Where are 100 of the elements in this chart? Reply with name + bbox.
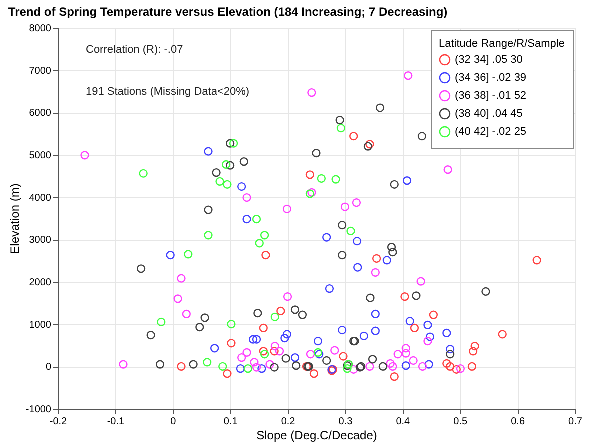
x-tick-label: 0.7 [568, 416, 583, 428]
y-tick-label: 4000 [29, 192, 52, 204]
point [283, 292, 292, 302]
point [338, 220, 347, 230]
point [229, 139, 238, 148]
x-tick-label: -0.2 [50, 416, 68, 428]
x-tick-label: -0.1 [107, 416, 125, 428]
point [189, 360, 198, 369]
point [446, 362, 455, 371]
y-tick-label: 7000 [29, 66, 52, 77]
x-tick-label: 0.4 [396, 416, 411, 428]
point [258, 364, 266, 374]
point [242, 348, 252, 357]
point [390, 372, 399, 382]
point [196, 322, 204, 332]
point [532, 256, 542, 265]
point [402, 362, 410, 370]
point [388, 362, 398, 371]
point [139, 169, 148, 178]
point [166, 251, 175, 260]
x-tick-label: 0.5 [454, 416, 468, 428]
point [204, 206, 213, 214]
point [452, 365, 461, 374]
point [354, 263, 362, 272]
point [157, 318, 166, 327]
point [242, 215, 252, 224]
x-tick-label: 0.6 [511, 416, 526, 428]
legend-label: (36 38] -.01 52 [455, 90, 527, 102]
point [446, 350, 455, 359]
point [282, 330, 292, 339]
legend-label: (38 40] .04 45 [455, 108, 523, 120]
point [260, 231, 270, 240]
point [372, 254, 382, 264]
point [340, 202, 350, 212]
y-tick-label: 5000 [29, 150, 52, 162]
point [250, 358, 259, 367]
point [350, 365, 358, 374]
point [270, 342, 280, 351]
point [352, 198, 362, 208]
point [400, 292, 410, 302]
point [468, 362, 476, 371]
point [442, 359, 452, 368]
point [242, 193, 252, 202]
point [282, 204, 292, 214]
point [412, 292, 421, 300]
point [424, 336, 432, 346]
point [218, 362, 228, 371]
point [252, 215, 262, 224]
x-tick-label: 0 [170, 416, 177, 428]
point [210, 344, 220, 353]
point [236, 364, 245, 374]
point [226, 161, 235, 170]
point [402, 344, 410, 353]
point [336, 124, 346, 133]
point [371, 326, 380, 336]
point [136, 264, 146, 274]
point [330, 346, 340, 355]
point [314, 336, 323, 346]
point [394, 350, 402, 359]
point [252, 335, 262, 344]
point [376, 104, 385, 112]
point [404, 72, 413, 80]
point [456, 364, 465, 374]
point [270, 347, 279, 356]
point [442, 328, 452, 338]
point [317, 174, 326, 184]
point [312, 149, 321, 158]
point [280, 334, 290, 343]
y-tick-label: 8000 [29, 24, 52, 34]
point [200, 314, 210, 322]
point [290, 353, 300, 362]
point [177, 274, 186, 283]
point [426, 332, 435, 342]
point [402, 176, 412, 186]
point [338, 326, 347, 335]
legend-title: Latitude Range/R/Sample [439, 38, 565, 50]
point [270, 312, 280, 322]
point [386, 359, 395, 368]
point [223, 180, 232, 189]
point [325, 284, 334, 294]
point [226, 139, 235, 148]
point [204, 231, 213, 240]
x-tick-label: 0.1 [224, 416, 238, 428]
y-tick-label: -1000 [26, 404, 52, 416]
point [322, 233, 332, 242]
point [276, 306, 286, 316]
point [371, 310, 380, 318]
point [332, 175, 340, 184]
point [424, 360, 434, 369]
y-axis-title: Elevation (m) [8, 184, 22, 254]
point [270, 363, 279, 372]
point [336, 116, 344, 125]
point [308, 88, 316, 98]
point [292, 362, 301, 370]
point [119, 360, 128, 369]
y-tick-label: 6000 [29, 108, 52, 120]
point [282, 354, 290, 363]
point [203, 358, 212, 367]
point [222, 160, 231, 170]
point [244, 364, 252, 374]
